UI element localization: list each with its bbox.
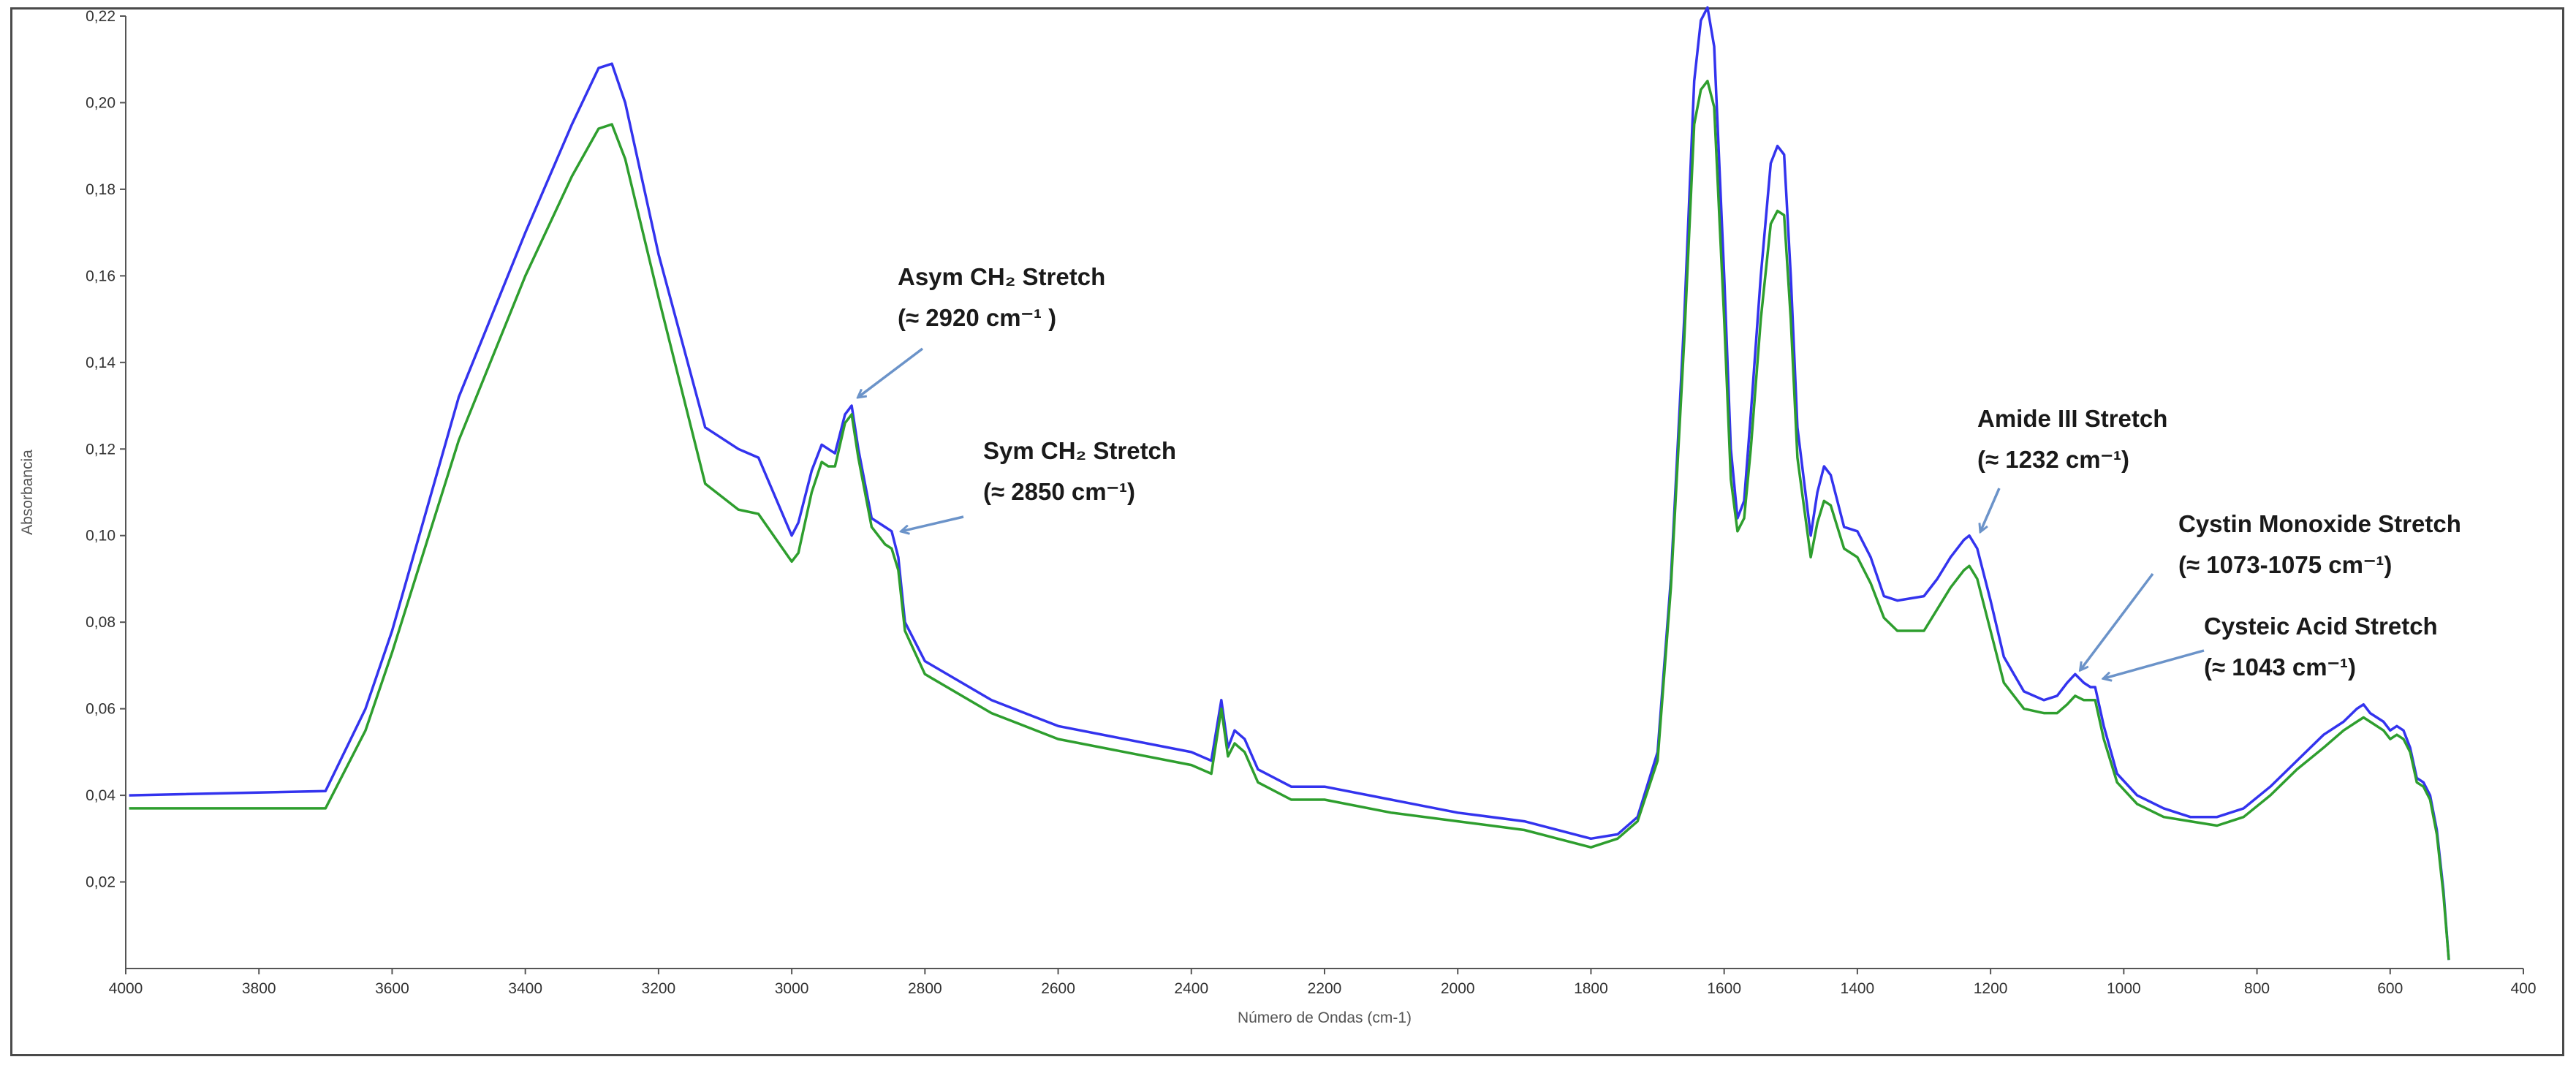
x-tick-label: 2200 xyxy=(1308,980,1342,997)
annotation-text: (≈ 2850 cm⁻¹) xyxy=(983,478,1135,505)
y-tick-label: 0,08 xyxy=(86,614,115,631)
x-axis-title: Número de Ondas (cm-1) xyxy=(1238,1009,1412,1026)
x-tick-label: 2800 xyxy=(908,980,942,997)
annotation-text: Cysteic Acid Stretch xyxy=(2204,613,2438,640)
annotation-3: Amide III Stretch (≈ 1232 cm⁻¹) xyxy=(1977,405,2167,531)
x-tick-label: 3000 xyxy=(775,980,809,997)
x-tick-label: 2000 xyxy=(1441,980,1475,997)
annotation-arrow xyxy=(2080,572,2154,670)
y-tick-label: 0,22 xyxy=(86,8,115,25)
annotation-arrow xyxy=(901,515,964,531)
x-tick-label: 800 xyxy=(2244,980,2270,997)
y-tick-label: 0,20 xyxy=(86,94,115,111)
x-tick-label: 400 xyxy=(2510,980,2536,997)
annotation-text: (≈ 1232 cm⁻¹) xyxy=(1977,446,2129,473)
series-line-1 xyxy=(129,6,2450,960)
annotation-text: Cystin Monoxide Stretch xyxy=(2178,510,2461,537)
x-tick-label: 4000 xyxy=(109,980,143,997)
y-axis-title: Absorbancia xyxy=(19,450,36,535)
x-tick-label: 600 xyxy=(2377,980,2403,997)
annotation-1: Asym CH₂ Stretch (≈ 2920 cm⁻¹ ) xyxy=(858,263,1105,397)
annotation-4: Cystin Monoxide Stretch (≈ 1073-1075 cm⁻¹… xyxy=(2080,510,2461,670)
annotation-text: (≈ 1073-1075 cm⁻¹) xyxy=(2178,551,2392,578)
annotation-text: (≈ 1043 cm⁻¹) xyxy=(2204,653,2356,681)
x-tick-label: 1200 xyxy=(1974,980,2008,997)
x-tick-label: 1400 xyxy=(1841,980,1875,997)
y-tick-label: 0,16 xyxy=(86,268,115,284)
x-tick-label: 1600 xyxy=(1707,980,1741,997)
x-tick-label: 3200 xyxy=(642,980,676,997)
x-tick-label: 3600 xyxy=(375,980,409,997)
annotation-2: Sym CH₂ Stretch (≈ 2850 cm⁻¹) xyxy=(901,437,1176,531)
annotation-text: Amide III Stretch xyxy=(1977,405,2167,432)
y-tick-label: 0,18 xyxy=(86,181,115,198)
y-tick-label: 0,02 xyxy=(86,874,115,891)
x-tick-label: 1800 xyxy=(1574,980,1608,997)
y-tick-label: 0,10 xyxy=(86,528,115,545)
y-tick-label: 0,04 xyxy=(86,787,115,804)
annotation-arrow xyxy=(1980,488,2001,531)
x-tick-label: 3800 xyxy=(242,980,276,997)
annotation-5: Cysteic Acid Stretch (≈ 1043 cm⁻¹) xyxy=(2104,613,2438,681)
y-tick-label: 0,06 xyxy=(86,701,115,718)
y-tick-label: 0,14 xyxy=(86,355,115,371)
y-tick-label: 0,12 xyxy=(86,441,115,458)
annotation-text: (≈ 2920 cm⁻¹ ) xyxy=(898,304,1056,331)
x-tick-label: 1000 xyxy=(2107,980,2141,997)
series-line-2 xyxy=(129,80,2450,960)
x-tick-label: 3400 xyxy=(508,980,542,997)
annotation-text: Asym CH₂ Stretch xyxy=(898,263,1105,290)
annotation-arrow xyxy=(858,347,924,397)
x-tick-label: 2600 xyxy=(1041,980,1075,997)
chart-frame xyxy=(10,7,2564,1056)
x-tick-label: 2400 xyxy=(1174,980,1208,997)
annotation-text: Sym CH₂ Stretch xyxy=(983,437,1176,464)
annotation-arrow xyxy=(2104,649,2205,678)
